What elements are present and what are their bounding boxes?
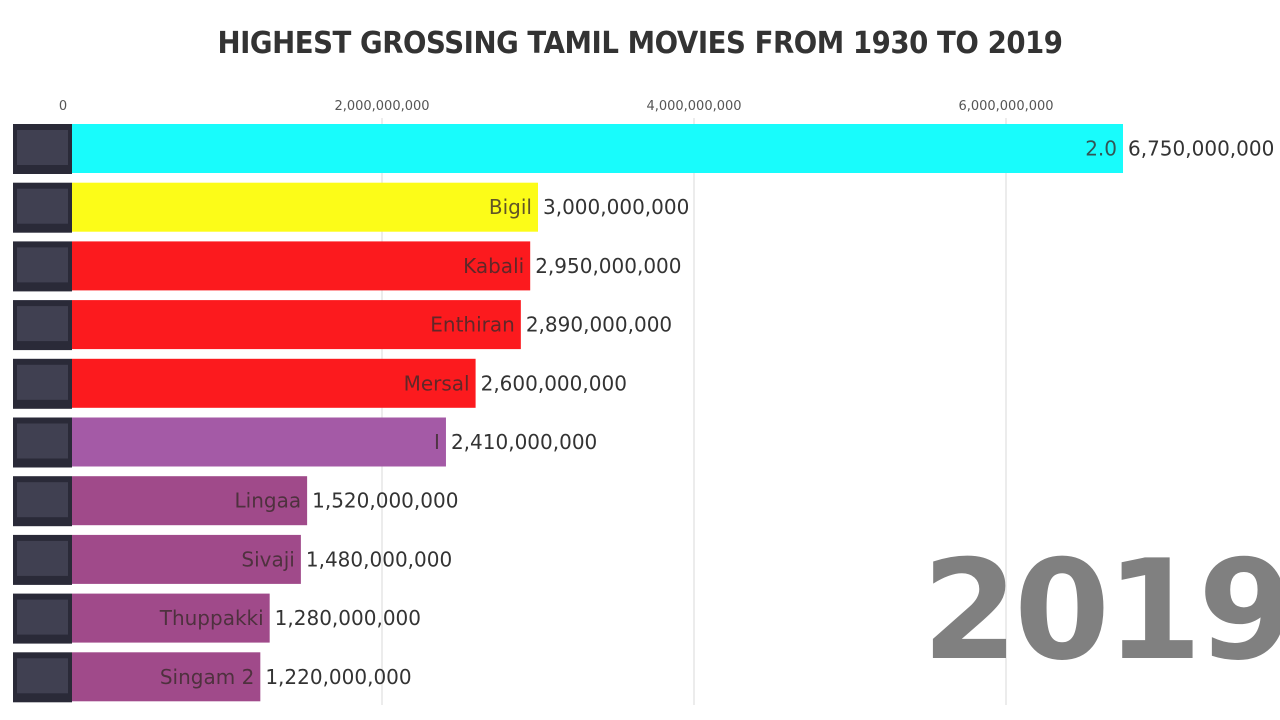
bigil-poster-thumbnail bbox=[13, 182, 72, 233]
bar-row: Singam 2 1,220,000,000 bbox=[13, 652, 412, 703]
bar bbox=[72, 593, 270, 643]
bar-name-label: I bbox=[434, 430, 440, 454]
bar bbox=[72, 534, 301, 584]
bar-row: Enthiran 2,890,000,000 bbox=[13, 300, 672, 351]
mersal-poster-thumbnail bbox=[13, 358, 72, 409]
x-tick-label: 4,000,000,000 bbox=[646, 99, 741, 114]
enthiran-poster-thumbnail bbox=[13, 300, 72, 351]
2.0-poster-thumbnail bbox=[13, 124, 72, 174]
bar-row: Mersal 2,600,000,000 bbox=[13, 358, 627, 409]
sivaji-poster-thumbnail bbox=[13, 534, 72, 585]
bar bbox=[72, 652, 261, 702]
bar-name-label: Lingaa bbox=[235, 489, 302, 513]
year-label: 2019 bbox=[922, 530, 1280, 691]
bar-value-label: 2,950,000,000 bbox=[535, 254, 681, 278]
bar-name-label: Mersal bbox=[404, 371, 470, 395]
bar-row: Sivaji 1,480,000,000 bbox=[13, 534, 452, 585]
bar-value-label: 1,220,000,000 bbox=[265, 665, 411, 689]
bar-value-label: 1,280,000,000 bbox=[275, 606, 421, 630]
bar bbox=[72, 417, 446, 467]
bar-row: Lingaa 1,520,000,000 bbox=[13, 476, 458, 527]
bar-name-label: Kabali bbox=[463, 254, 524, 278]
bar-value-label: 2,410,000,000 bbox=[451, 430, 597, 454]
bar bbox=[72, 241, 531, 291]
chart-title: HIGHEST GROSSING TAMIL MOVIES FROM 1930 … bbox=[217, 26, 1063, 61]
bar-row: 2.0 6,750,000,000 bbox=[13, 124, 1274, 174]
bar-value-label: 3,000,000,000 bbox=[543, 195, 689, 219]
bars: 2.0 6,750,000,000 Bigil 3,000,000,000 Kabali… bbox=[13, 124, 1274, 703]
bar-row: Kabali 2,950,000,000 bbox=[13, 241, 682, 292]
bar bbox=[72, 300, 521, 350]
bar-row: I 2,410,000,000 bbox=[13, 417, 597, 468]
x-axis-ticks: 0 2,000,000,000 4,000,000,000 6,000,000,000 bbox=[59, 99, 1054, 114]
lingaa-poster-thumbnail bbox=[13, 476, 72, 527]
i-poster-thumbnail bbox=[13, 417, 72, 468]
bar bbox=[72, 476, 308, 526]
bar-value-label: 1,520,000,000 bbox=[312, 489, 458, 513]
kabali-poster-thumbnail bbox=[13, 241, 72, 292]
bar bbox=[72, 124, 1123, 173]
x-tick-label: 6,000,000,000 bbox=[958, 99, 1053, 114]
bar-value-label: 1,480,000,000 bbox=[306, 547, 452, 571]
bar-value-label: 2,600,000,000 bbox=[481, 371, 627, 395]
singam-2-poster-thumbnail bbox=[13, 652, 72, 703]
bar-name-label: Thuppakki bbox=[159, 606, 264, 630]
bar-name-label: Singam 2 bbox=[160, 665, 254, 689]
x-tick-label: 0 bbox=[59, 99, 67, 114]
thuppakki-poster-thumbnail bbox=[13, 593, 72, 644]
bar bbox=[72, 182, 538, 232]
bar-name-label: 2.0 bbox=[1085, 137, 1117, 161]
bar bbox=[72, 358, 476, 408]
bar-name-label: Sivaji bbox=[241, 547, 294, 571]
bar-row: Thuppakki 1,280,000,000 bbox=[13, 593, 421, 644]
bar-value-label: 6,750,000,000 bbox=[1128, 137, 1274, 161]
bar-value-label: 2,890,000,000 bbox=[526, 313, 672, 337]
x-tick-label: 2,000,000,000 bbox=[334, 99, 429, 114]
bar-name-label: Enthiran bbox=[430, 313, 515, 337]
bar-row: Bigil 3,000,000,000 bbox=[13, 182, 689, 233]
bar-name-label: Bigil bbox=[489, 195, 532, 219]
